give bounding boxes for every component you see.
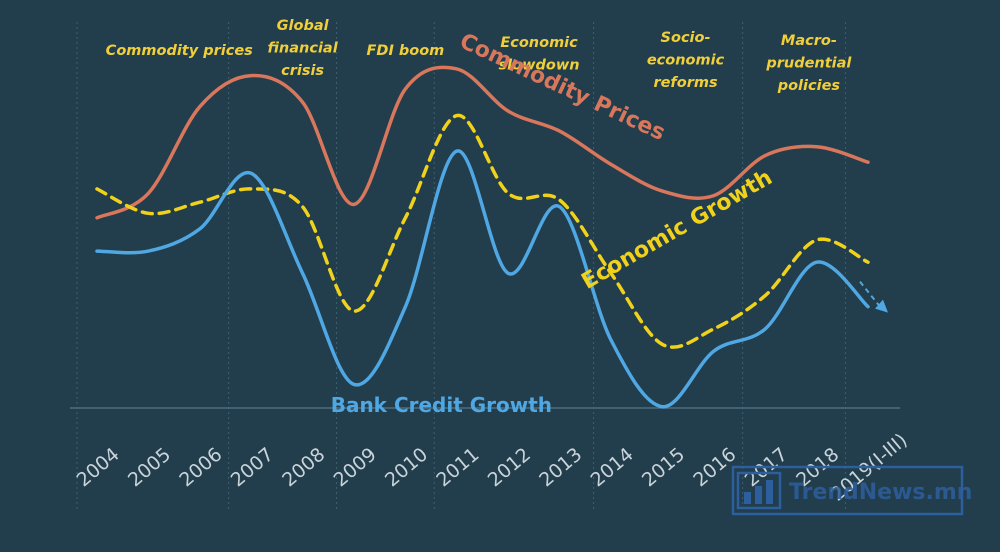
watermark-text: TrendNews.mn bbox=[789, 480, 972, 505]
phase-label: financial bbox=[268, 41, 339, 57]
phase-label: Economic bbox=[500, 35, 578, 51]
x-tick-label: 2011 bbox=[432, 443, 483, 491]
x-tick-label: 2009 bbox=[330, 443, 381, 491]
x-tick-label: 2010 bbox=[381, 443, 432, 491]
phase-label: Global bbox=[277, 18, 330, 34]
phase-label: Macro- bbox=[781, 33, 837, 49]
economic-growth-line bbox=[95, 113, 870, 349]
phase-label: Socio- bbox=[661, 30, 711, 46]
x-tick-label: 2012 bbox=[484, 443, 535, 491]
phase-label: economic bbox=[647, 53, 725, 69]
x-tick-label: 2014 bbox=[587, 443, 638, 491]
phase-label: slowdown bbox=[499, 58, 580, 74]
trend-arrow-head bbox=[875, 299, 888, 313]
x-tick-label: 2004 bbox=[73, 443, 124, 491]
phase-labels: Commodity prices Global financial crisis FDI… bbox=[106, 18, 853, 94]
x-tick-label: 2005 bbox=[124, 443, 175, 491]
phase-label: FDI boom bbox=[367, 43, 445, 59]
x-tick-label: 2013 bbox=[535, 443, 586, 491]
phase-label: policies bbox=[777, 78, 841, 94]
phase-label: reforms bbox=[653, 75, 718, 91]
bank-credit-growth-line bbox=[95, 149, 870, 409]
series-lines bbox=[95, 65, 888, 409]
x-tick-label: 2006 bbox=[175, 443, 226, 491]
grid-lines bbox=[76, 22, 846, 510]
x-tick-label: 2015 bbox=[638, 443, 689, 491]
x-tick-label: 2008 bbox=[278, 443, 329, 491]
watermark-logo: TrendNews.mn bbox=[731, 465, 972, 516]
bank-credit-growth-label: Bank Credit Growth bbox=[331, 393, 552, 417]
phase-label: Commodity prices bbox=[106, 43, 253, 59]
phase-label: prudential bbox=[765, 56, 852, 72]
phase-label: crisis bbox=[281, 63, 324, 79]
economic-growth-label: Economic Growth bbox=[578, 165, 777, 294]
commodity-prices-line bbox=[95, 65, 870, 220]
x-tick-label: 2007 bbox=[227, 443, 278, 491]
